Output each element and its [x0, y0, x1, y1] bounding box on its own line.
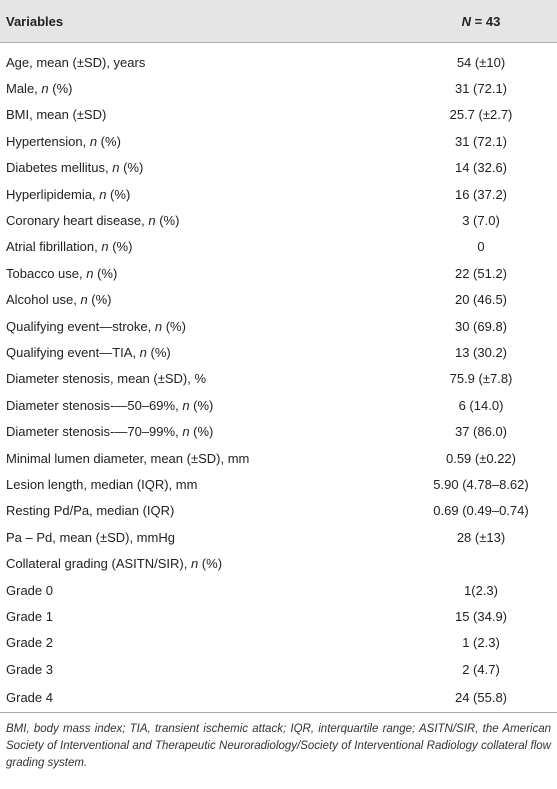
table-body: Age, mean (±SD), years 54 (±10) Male, n (%…: [0, 43, 557, 714]
value-cell: 30 (69.8): [454, 318, 508, 334]
value-cell: 3 (7.0): [462, 213, 500, 229]
value-cell: 24 (55.8): [405, 682, 557, 714]
label-cell: Pa – Pd, mean (±SD), mmHg: [6, 529, 175, 545]
label-cell: Grade 3: [6, 661, 53, 677]
table-row: Alcohol use, n (%) 20 (46.5): [0, 287, 557, 313]
value-cell: 31 (72.1): [454, 81, 508, 97]
table-row: Diameter stenosis, mean (±SD), % 75.9 (±7…: [0, 366, 557, 392]
value-cell: 54 (±10): [456, 54, 506, 70]
label-cell: Diameter stenosis-—50–69%, n (%): [6, 397, 214, 413]
value-cell: 20 (46.5): [454, 292, 508, 308]
value-cell: 6 (14.0): [458, 397, 504, 413]
label-cell: Grade 4: [0, 682, 405, 714]
value-cell: 15 (34.9): [454, 608, 508, 624]
label-cell: Hyperlipidemia, n (%): [6, 186, 131, 202]
table-row: Qualifying event—stroke, n (%) 30 (69.8): [0, 313, 557, 339]
value-cell: 37 (86.0): [454, 424, 508, 440]
value-cell: 22 (51.2): [454, 265, 508, 281]
table-row: Coronary heart disease, n (%) 3 (7.0): [0, 207, 557, 233]
table-row: Atrial fibrillation, n (%) 0: [0, 234, 557, 260]
table-row: Diameter stenosis-—70–99%, n (%) 37 (86.0…: [0, 418, 557, 444]
value-cell: 1 (2.3): [462, 635, 500, 651]
label-cell: BMI, mean (±SD): [6, 107, 107, 123]
table-row: Male, n (%) 31 (72.1): [0, 75, 557, 101]
table-row: Minimal lumen diameter, mean (±SD), mm 0.…: [0, 445, 557, 471]
label-cell: Minimal lumen diameter, mean (±SD), mm: [6, 450, 250, 466]
value-cell: 25.7 (±2.7): [449, 107, 513, 123]
table-row: Resting Pd/Pa, median (IQR) 0.69 (0.49–0.…: [0, 498, 557, 524]
table-row: Age, mean (±SD), years 54 (±10): [0, 43, 557, 76]
label-cell: Resting Pd/Pa, median (IQR): [6, 503, 175, 519]
table-row: Tobacco use, n (%) 22 (51.2): [0, 260, 557, 286]
value-cell: 13 (30.2): [454, 344, 508, 360]
value-cell: 31 (72.1): [454, 133, 508, 149]
table-row: Lesion length, median (IQR), mm 5.90 (4.7…: [0, 471, 557, 497]
value-cell: 2 (4.7): [462, 661, 500, 677]
label-cell: Grade 2: [6, 635, 53, 651]
label-cell: Diameter stenosis-—70–99%, n (%): [6, 424, 214, 440]
label-cell: Grade 1: [6, 608, 53, 624]
label-cell: Age, mean (±SD), years: [6, 54, 146, 70]
value-cell: 0.69 (0.49–0.74): [433, 503, 529, 519]
table-row: Hyperlipidemia, n (%) 16 (37.2): [0, 181, 557, 207]
table-row: Collateral grading (ASITN/SIR), n (%): [0, 550, 557, 576]
table-row: Grade 3 2 (4.7): [0, 656, 557, 682]
table-row: Diabetes mellitus, n (%) 14 (32.6): [0, 155, 557, 181]
value-cell: 75.9 (±7.8): [449, 371, 513, 387]
label-cell: Coronary heart disease, n (%): [6, 213, 180, 229]
label-cell: Lesion length, median (IQR), mm: [6, 476, 198, 492]
label-cell: Atrial fibrillation, n (%): [6, 239, 133, 255]
table-row: Pa – Pd, mean (±SD), mmHg 28 (±13): [0, 524, 557, 550]
header-cell: N = 43: [405, 0, 557, 43]
table-row: Diameter stenosis-—50–69%, n (%) 6 (14.0): [0, 392, 557, 418]
label-cell: Collateral grading (ASITN/SIR), n (%): [6, 556, 223, 572]
label-cell: Qualifying event—TIA, n (%): [6, 344, 171, 360]
table-row: Grade 4 24 (55.8): [0, 682, 557, 714]
table-row: Hypertension, n (%) 31 (72.1): [0, 128, 557, 154]
table-row: Qualifying event—TIA, n (%) 13 (30.2): [0, 339, 557, 365]
value-cell: 0: [477, 239, 485, 255]
label-cell: Qualifying event—stroke, n (%): [6, 318, 186, 334]
table-row: Grade 1 15 (34.9): [0, 603, 557, 629]
value-cell: 5.90 (4.78–8.62): [433, 476, 529, 492]
value-cell: 1(2.3): [464, 582, 498, 598]
label-cell: Grade 0: [6, 582, 53, 598]
value-cell: 28 (±13): [456, 529, 506, 545]
header-cell: Variables: [0, 0, 405, 43]
label-cell: Tobacco use, n (%): [6, 265, 118, 281]
value-cell: 0.59 (±0.22): [445, 450, 516, 466]
footnote: BMI, body mass index; TIA, transient isc…: [6, 723, 551, 770]
label-cell: Male, n (%): [6, 81, 73, 97]
value-cell: [405, 550, 557, 576]
label-cell: Diabetes mellitus, n (%): [6, 160, 144, 176]
header-row: Variables N = 43: [0, 0, 557, 43]
table-row: Grade 2 1 (2.3): [0, 630, 557, 656]
label-cell: Alcohol use, n (%): [6, 292, 112, 308]
label-cell: Diameter stenosis, mean (±SD), %: [6, 371, 207, 387]
table: Variables N = 43 Age, mean (±SD), years 5…: [0, 0, 557, 714]
value-cell: 16 (37.2): [454, 186, 508, 202]
value-cell: 14 (32.6): [454, 160, 508, 176]
table-row: Grade 0 1(2.3): [0, 577, 557, 603]
table-row: BMI, mean (±SD) 25.7 (±2.7): [0, 102, 557, 128]
label-cell: Hypertension, n (%): [6, 133, 121, 149]
